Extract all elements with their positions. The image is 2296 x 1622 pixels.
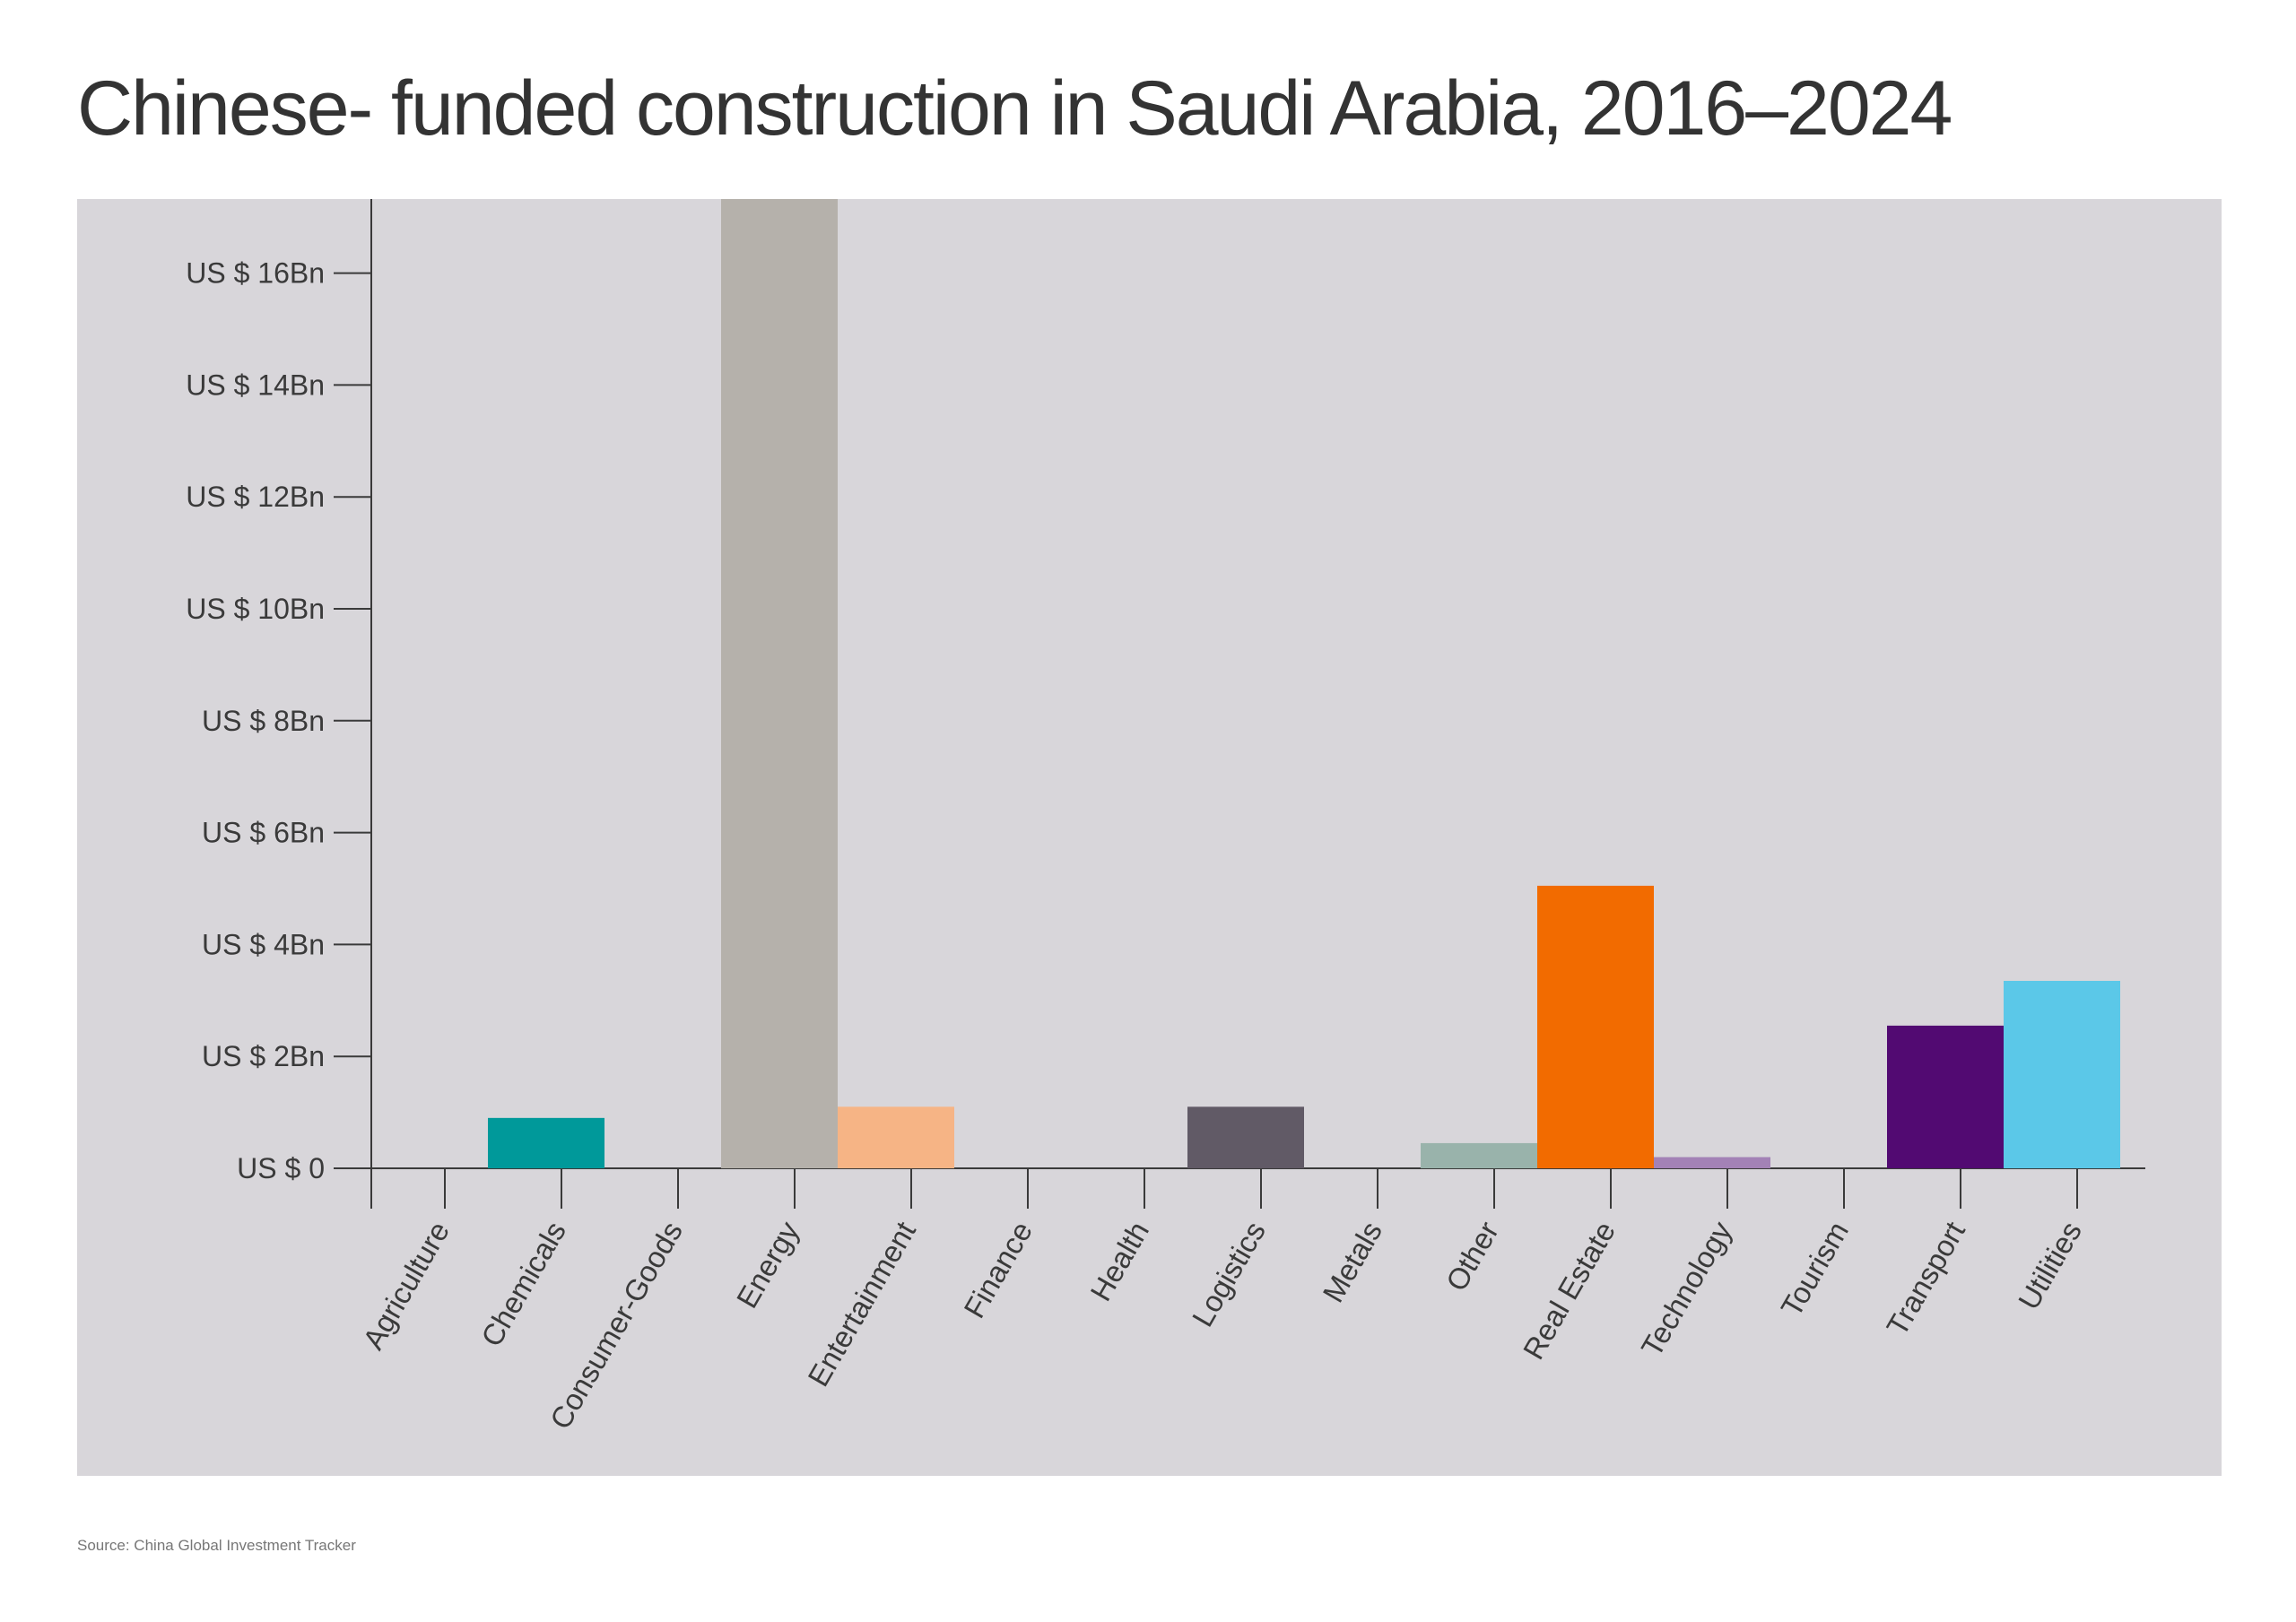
bar-other bbox=[1421, 1142, 1537, 1168]
y-tick-label: US $ 12Bn bbox=[186, 481, 325, 513]
category-label: Energy bbox=[730, 1216, 806, 1314]
y-tick-label: US $ 8Bn bbox=[202, 705, 325, 737]
category-label: Entertainment bbox=[801, 1216, 922, 1392]
category-label: Transport bbox=[1880, 1216, 1971, 1341]
category-label: Logistics bbox=[1186, 1216, 1272, 1332]
bar-energy bbox=[721, 199, 838, 1168]
category-label: Metals bbox=[1316, 1216, 1388, 1308]
y-tick-label: US $ 2Bn bbox=[202, 1040, 325, 1072]
category-label: Other bbox=[1439, 1216, 1505, 1297]
category-label: Utilities bbox=[2012, 1216, 2088, 1315]
bars bbox=[488, 199, 2120, 1168]
y-tick-label: US $ 6Bn bbox=[202, 817, 325, 849]
category-label: Agriculture bbox=[356, 1216, 456, 1355]
y-tick-label: US $ 0 bbox=[237, 1152, 325, 1184]
x-axis bbox=[370, 1167, 2145, 1209]
y-tick-label: US $ 10Bn bbox=[186, 593, 325, 625]
bar-utilities bbox=[2004, 980, 2120, 1168]
bar-technology bbox=[1654, 1157, 1770, 1168]
bar-real-estate bbox=[1537, 885, 1654, 1168]
bar-entertainment bbox=[838, 1106, 954, 1168]
category-label: Technology bbox=[1635, 1216, 1739, 1363]
bar-transport bbox=[1887, 1025, 2004, 1168]
bar-chemicals bbox=[488, 1117, 604, 1168]
category-label: Chemicals bbox=[474, 1216, 572, 1352]
category-label: Finance bbox=[957, 1216, 1039, 1323]
y-tick-label: US $ 4Bn bbox=[202, 928, 325, 960]
y-tick-label: US $ 16Bn bbox=[186, 257, 325, 290]
chart-title: Chinese- funded construction in Saudi Ar… bbox=[77, 65, 1952, 152]
category-label: Consumer-Goods bbox=[544, 1216, 689, 1435]
y-axis bbox=[334, 199, 372, 1169]
y-tick-labels: US $ 0 US $ 2Bn US $ 4Bn US $ 6Bn US $ 8Bn US… bbox=[186, 257, 325, 1184]
source-note: Source: China Global Investment Tracker bbox=[77, 1537, 356, 1554]
category-label: Health bbox=[1083, 1216, 1155, 1306]
bar-chart: US $ 0 US $ 2Bn US $ 4Bn US $ 6Bn US $ 8Bn US… bbox=[186, 199, 2145, 1435]
chart-panel: US $ 0 US $ 2Bn US $ 4Bn US $ 6Bn US $ 8Bn US… bbox=[77, 199, 2222, 1476]
y-tick-label: US $ 14Bn bbox=[186, 369, 325, 401]
category-label: Real Estate bbox=[1517, 1216, 1622, 1365]
category-label: Tourism bbox=[1774, 1216, 1855, 1323]
bar-logistics bbox=[1187, 1106, 1304, 1168]
